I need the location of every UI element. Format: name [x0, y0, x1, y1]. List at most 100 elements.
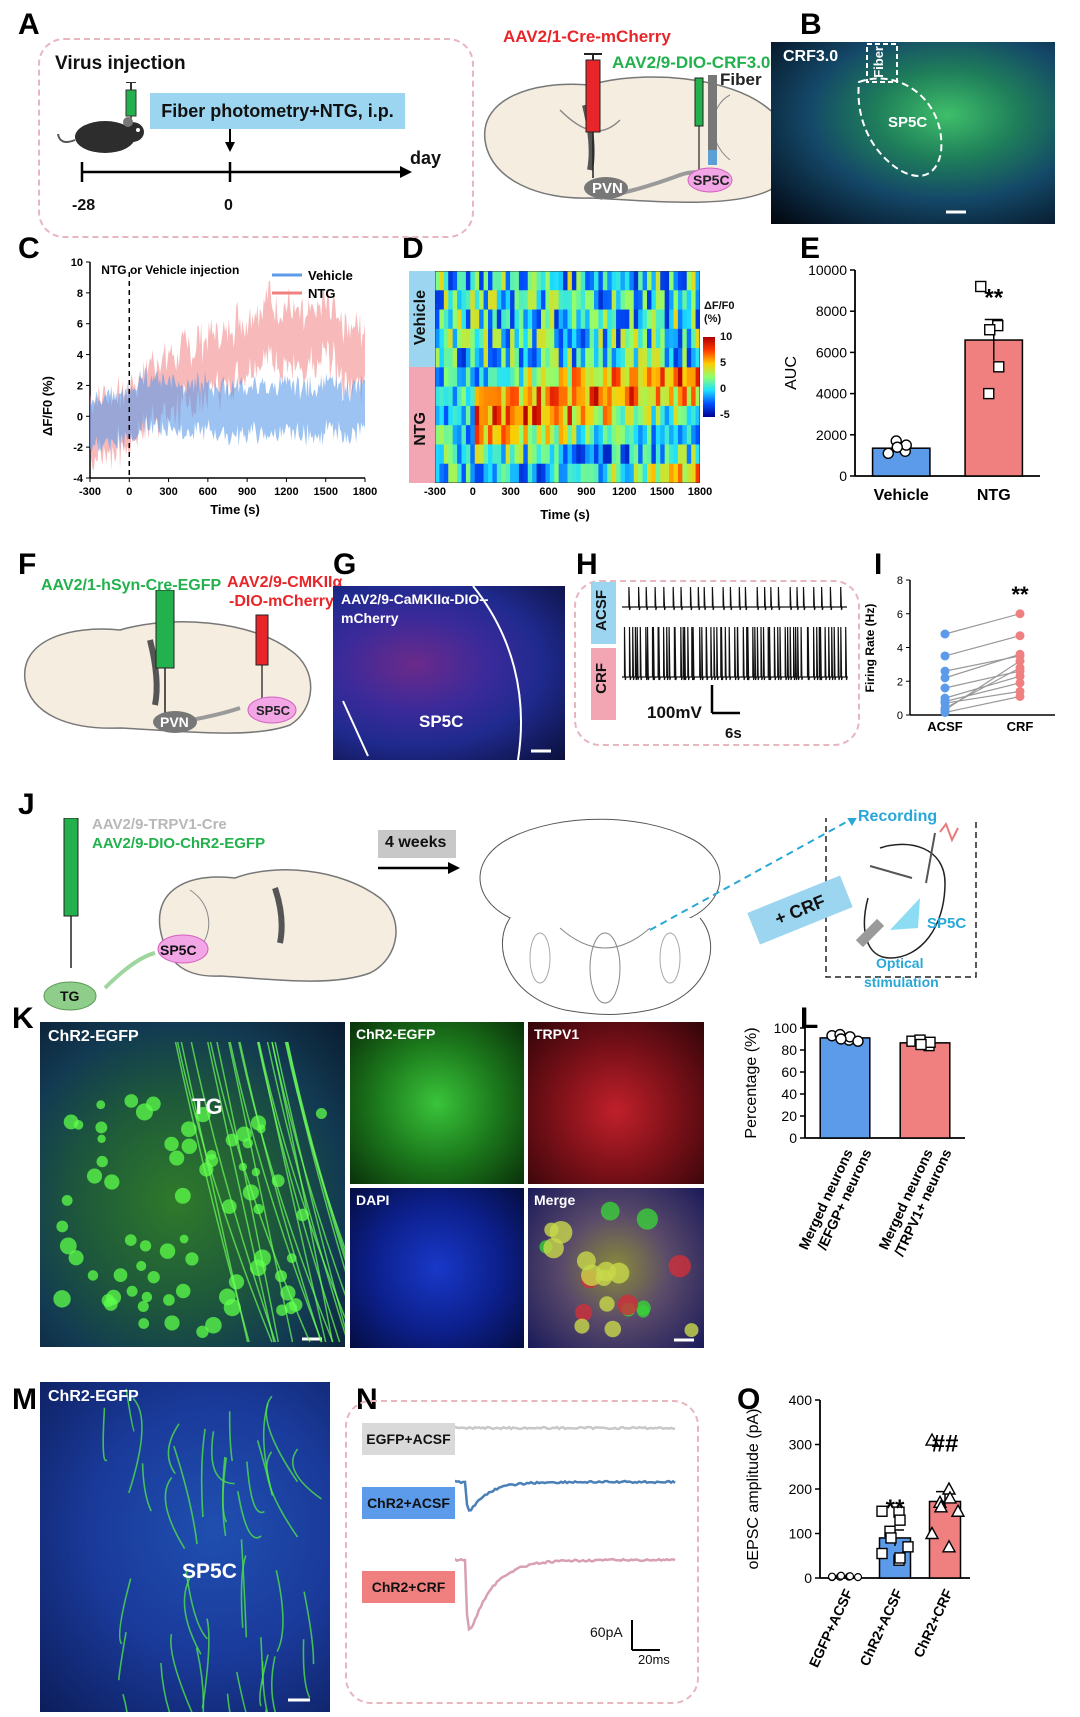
heatmap-cell — [563, 309, 569, 330]
data-point — [924, 1432, 940, 1446]
heatmap-cell — [510, 348, 516, 368]
heatmap-cell — [545, 348, 551, 368]
heatmap-cell — [527, 328, 533, 349]
heatmap-cell — [563, 425, 569, 446]
heatmap-cell — [527, 309, 533, 330]
heatmap-cell — [496, 290, 502, 311]
heatmap-cell — [616, 444, 622, 465]
data-point — [894, 1514, 906, 1526]
heatmap-cell — [576, 328, 582, 349]
heatmap-cell — [483, 348, 489, 368]
heatmap-cell — [435, 348, 441, 368]
heatmap-cell — [580, 463, 586, 483]
heatmap-cell — [673, 425, 679, 446]
heatmap-cell — [664, 290, 670, 311]
heatmap-cell — [655, 405, 661, 426]
heatmap-cell — [496, 405, 502, 426]
dashed-arrow-head — [847, 818, 857, 826]
heatmap — [435, 271, 700, 483]
heatmap-cell — [523, 405, 529, 426]
data-point — [836, 1571, 846, 1580]
heatmap-cell — [607, 271, 613, 291]
heatmap-cell — [638, 290, 644, 311]
timeline-arrowhead — [400, 166, 412, 178]
heatmap-cell — [479, 367, 485, 388]
heatmap-cell — [443, 309, 449, 330]
heatmap-cell — [461, 425, 467, 446]
heatmap-cell — [691, 271, 697, 291]
heatmap-cell — [505, 405, 511, 426]
heatmap-cell — [474, 405, 480, 426]
heatmap-cell — [682, 367, 688, 388]
acsf-point — [940, 683, 950, 693]
heatmap-cell — [607, 425, 613, 446]
heatmap-cell — [585, 386, 591, 407]
oepsc-traces — [455, 1425, 676, 1651]
heatmap-cell — [470, 386, 476, 407]
axon-fiber — [246, 1461, 265, 1514]
heatmap-cell — [660, 290, 666, 311]
heatmap-cell — [470, 463, 476, 483]
sp5c-region-f — [247, 696, 297, 724]
heatmap-cell — [642, 463, 648, 483]
nerve-fiber — [228, 1041, 294, 1343]
heatmap-cell — [554, 444, 560, 465]
data-point — [852, 1035, 864, 1047]
panel-label-f: F — [18, 548, 37, 581]
heatmap-cell — [594, 425, 600, 446]
egfp-acsf-trace — [455, 1425, 675, 1431]
heatmap-cell — [439, 328, 445, 349]
c-ytick-label: 6 — [77, 319, 83, 331]
heatmap-cell — [598, 328, 604, 349]
heatmap-cell — [677, 386, 683, 407]
heatmap-cell — [448, 290, 454, 311]
heatmap-cell — [686, 367, 692, 388]
ytick-label: 60 — [781, 1064, 797, 1080]
heatmap-cell — [642, 290, 648, 311]
heatmap-cell — [620, 463, 626, 483]
panel-label-c: C — [18, 232, 40, 265]
heatmap-cell — [514, 348, 520, 368]
heatmap-cell — [541, 309, 547, 330]
heatmap-cell — [567, 444, 573, 465]
nerve-fiber — [239, 1041, 322, 1343]
heatmap-cell — [474, 444, 480, 465]
heatmap-cell — [541, 444, 547, 465]
heatmap-cell — [651, 425, 657, 446]
ytick-label: 80 — [781, 1042, 797, 1058]
merge-cell — [576, 1251, 596, 1271]
heatmap-cell — [496, 309, 502, 330]
heatmap-cell — [629, 444, 635, 465]
merge-cell — [544, 1222, 559, 1237]
heatmap-cell — [492, 444, 498, 465]
dapi-subpanel: DAPI — [350, 1188, 524, 1348]
panel-label-l: L — [800, 1002, 819, 1035]
sp5c-label-j2: SP5C — [927, 915, 967, 932]
heatmap-cell — [461, 444, 467, 465]
i-ytick-label: 4 — [897, 643, 903, 655]
heatmap-cell — [633, 425, 639, 446]
heatmap-cell — [496, 425, 502, 446]
heatmap-cell — [474, 271, 480, 291]
heatmap-cell — [545, 271, 551, 291]
heatmap-cell — [496, 463, 502, 483]
heatmap-cell — [589, 405, 595, 426]
heatmap-cell — [501, 271, 507, 291]
heatmap-cell — [549, 463, 555, 483]
category-label: Merged neurons/EFGP+ neurons — [795, 1139, 874, 1259]
heatmap-cell — [541, 425, 547, 446]
heatmap-cell — [633, 271, 639, 291]
heatmap-cell — [479, 425, 485, 446]
heatmap-cell — [505, 328, 511, 349]
ytick-label: 0 — [789, 1130, 797, 1146]
axon-fiber — [195, 1647, 205, 1712]
heatmap-cell — [624, 348, 630, 368]
heatmap-cell — [558, 386, 564, 407]
heatmap-cell — [571, 348, 577, 368]
heatmap-cell — [589, 444, 595, 465]
heatmap-cell — [686, 328, 692, 349]
heatmap-cell — [549, 348, 555, 368]
heatmap-cell — [479, 348, 485, 368]
heatmap-cell — [647, 271, 653, 291]
heatmap-cell — [510, 271, 516, 291]
